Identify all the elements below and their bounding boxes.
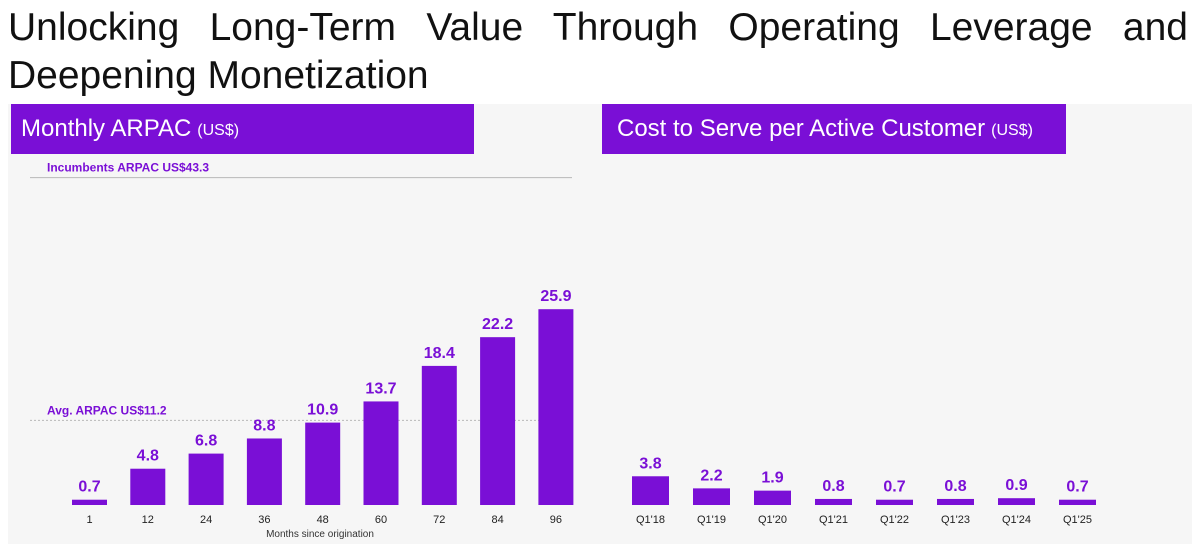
- cost-bar: [815, 498, 852, 505]
- arpac-value-label: 4.8: [137, 448, 159, 465]
- arpac-x-tick-label: 1: [86, 514, 92, 526]
- cost-bar: [632, 476, 669, 505]
- reference-line-label: Incumbents ARPAC US$43.3: [47, 161, 209, 175]
- cost-x-tick-label: Q1'24: [1002, 514, 1031, 526]
- arpac-chart-unit: (US$): [197, 122, 240, 139]
- reference-line-label: Avg. ARPAC US$11.2: [47, 403, 167, 417]
- arpac-x-tick-label: 96: [550, 514, 562, 526]
- arpac-chart-title: Monthly ARPAC: [21, 115, 192, 142]
- arpac-bar: [305, 422, 341, 505]
- cost-bar: [754, 490, 791, 505]
- cost-value-label: 0.7: [883, 479, 905, 496]
- cost-chart-title: Cost to Serve per Active Customer: [617, 115, 986, 142]
- cost-value-label: 0.7: [1066, 479, 1088, 496]
- cost-x-tick-label: Q1'18: [636, 514, 665, 526]
- arpac-value-label: 25.9: [540, 288, 571, 305]
- arpac-bar: [130, 468, 166, 505]
- arpac-x-tick-label: 24: [200, 514, 212, 526]
- arpac-value-label: 13.7: [365, 380, 396, 397]
- arpac-value-label: 0.7: [78, 479, 100, 496]
- arpac-value-label: 18.4: [424, 345, 455, 362]
- cost-value-label: 0.8: [822, 478, 844, 495]
- cost-bar: [937, 498, 974, 505]
- cost-x-tick-label: Q1'22: [880, 514, 909, 526]
- cost-value-label: 0.8: [944, 478, 966, 495]
- cost-x-tick-label: Q1'20: [758, 514, 787, 526]
- cost-bar: [1059, 499, 1096, 505]
- arpac-value-label: 22.2: [482, 316, 513, 333]
- cost-value-label: 1.9: [761, 470, 783, 487]
- cost-value-label: 3.8: [639, 455, 661, 472]
- cost-bar: [876, 499, 913, 505]
- arpac-bar: [363, 401, 399, 505]
- arpac-bar-chart: Incumbents ARPAC US$43.3 Avg. ARPAC US$11…: [30, 161, 574, 540]
- cost-chart-unit: (US$): [991, 122, 1033, 139]
- cost-x-tick-label: Q1'23: [941, 514, 970, 526]
- arpac-bar: [538, 309, 574, 505]
- arpac-bar: [188, 453, 224, 505]
- arpac-x-axis-label: Months since origination: [266, 529, 374, 540]
- cost-x-tick-label: Q1'25: [1063, 514, 1092, 526]
- arpac-value-label: 8.8: [253, 417, 275, 434]
- arpac-bar: [72, 499, 107, 505]
- arpac-x-tick-label: 72: [433, 514, 445, 526]
- cost-bar-chart: 3.8 Q1'18 2.2 Q1'19 1.9 Q1'20 0.8 Q1'21 0.7 Q1'22…: [632, 455, 1096, 526]
- cost-value-label: 2.2: [700, 467, 722, 484]
- arpac-value-label: 10.9: [307, 402, 338, 419]
- arpac-x-tick-label: 36: [258, 514, 270, 526]
- cost-chart-header: Cost to Serve per Active Customer (US$): [602, 104, 1066, 154]
- arpac-bar: [480, 337, 516, 505]
- arpac-value-label: 6.8: [195, 433, 217, 450]
- arpac-bar: [246, 438, 282, 505]
- arpac-x-tick-label: 48: [317, 514, 329, 526]
- cost-value-label: 0.9: [1005, 477, 1027, 494]
- arpac-bar: [421, 365, 457, 505]
- arpac-x-tick-label: 12: [142, 514, 154, 526]
- cost-bar: [693, 488, 730, 505]
- cost-bar: [998, 498, 1035, 505]
- cost-x-tick-label: Q1'21: [819, 514, 848, 526]
- page-title: Unlocking Long-Term Value Through Operat…: [8, 6, 1188, 97]
- arpac-x-tick-label: 60: [375, 514, 387, 526]
- arpac-x-tick-label: 84: [491, 514, 503, 526]
- cost-x-tick-label: Q1'19: [697, 514, 726, 526]
- arpac-chart-header: Monthly ARPAC (US$): [11, 104, 474, 154]
